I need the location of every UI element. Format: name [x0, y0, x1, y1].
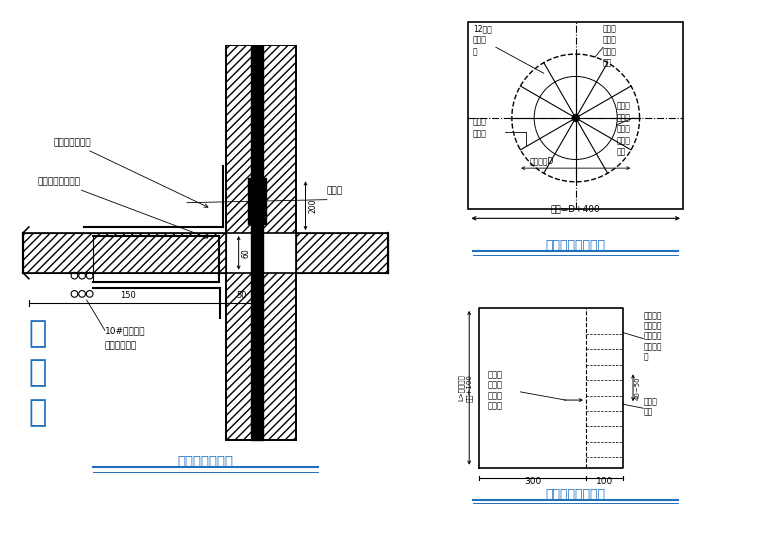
Text: 粘贴于: 粘贴于 — [473, 118, 487, 127]
Text: 线: 线 — [473, 47, 478, 56]
Text: 于管道: 于管道 — [603, 47, 617, 56]
Text: 放射状粘: 放射状粘 — [643, 332, 662, 340]
Text: 10#铅丝扎牢: 10#铅丝扎牢 — [105, 326, 145, 336]
Text: 尖形叶: 尖形叶 — [603, 24, 617, 33]
Text: 管道阴: 管道阴 — [617, 125, 631, 134]
Text: 面: 面 — [29, 398, 47, 427]
Text: 200: 200 — [309, 199, 318, 213]
Text: 裁剪曲: 裁剪曲 — [473, 35, 487, 45]
Text: 重合）: 重合） — [488, 401, 502, 410]
Text: 条形卷材裁剪尺寸: 条形卷材裁剪尺寸 — [546, 488, 606, 501]
Text: 方形卷材加强层: 方形卷材加强层 — [53, 138, 208, 207]
Text: 弯折后呈: 弯折后呈 — [643, 321, 662, 330]
Bar — [468, 22, 683, 209]
Text: 边长=D+400: 边长=D+400 — [551, 205, 600, 214]
Text: 迎: 迎 — [29, 319, 47, 348]
Text: 150: 150 — [120, 292, 135, 300]
Text: 12等分: 12等分 — [473, 24, 492, 33]
Bar — [226, 45, 296, 233]
Text: 片粘贴: 片粘贴 — [603, 35, 617, 45]
Text: 外壁: 外壁 — [603, 59, 613, 68]
Text: 贴于墙基: 贴于墙基 — [643, 342, 662, 351]
Text: 300: 300 — [524, 477, 541, 486]
Text: 圆形折: 圆形折 — [617, 102, 631, 111]
Text: 合）: 合） — [617, 148, 626, 156]
Text: 60: 60 — [242, 248, 251, 258]
Text: 方形卷材裁剪尺寸: 方形卷材裁剪尺寸 — [546, 239, 606, 252]
Text: 角线重: 角线重 — [617, 136, 631, 145]
Bar — [226, 273, 296, 440]
Text: 阴角线: 阴角线 — [488, 391, 502, 400]
Text: 100: 100 — [596, 477, 613, 486]
Text: 折线（: 折线（ — [488, 371, 502, 380]
Bar — [296, 233, 388, 273]
Text: 水: 水 — [29, 358, 47, 387]
Text: 剪口范围D: 剪口范围D — [530, 157, 555, 165]
Text: 50: 50 — [236, 292, 247, 300]
Text: 长条形卷材加强层: 长条形卷材加强层 — [38, 177, 207, 238]
Text: 面: 面 — [643, 352, 648, 361]
Bar — [23, 233, 226, 273]
Text: 管壁: 管壁 — [643, 408, 653, 416]
Text: 线（与: 线（与 — [617, 113, 631, 122]
Text: 粘贴于: 粘贴于 — [643, 397, 657, 406]
Text: 墙立面: 墙立面 — [473, 129, 487, 138]
Text: 40~50: 40~50 — [635, 376, 641, 400]
Circle shape — [572, 114, 579, 121]
Text: 出墙管道处做法: 出墙管道处做法 — [177, 455, 233, 468]
Text: 止水环: 止水环 — [327, 186, 343, 195]
Text: 等分叶片: 等分叶片 — [643, 311, 662, 320]
Text: 外涂防水涂料: 外涂防水涂料 — [105, 342, 137, 351]
Text: 与管道: 与管道 — [488, 381, 502, 390]
Text: L>管道外径
周长+100: L>管道外径 周长+100 — [458, 374, 472, 402]
